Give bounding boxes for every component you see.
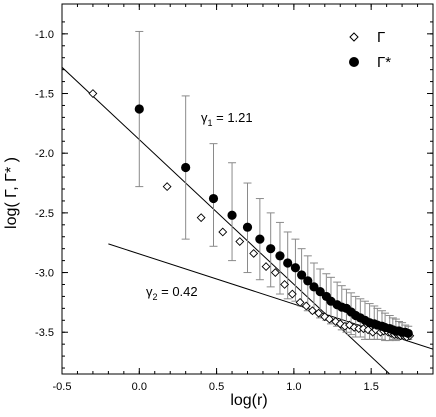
gamma-star-point bbox=[283, 258, 293, 268]
gamma1-value: = 1.21 bbox=[213, 110, 253, 125]
gamma-star-point bbox=[309, 282, 319, 292]
gamma-point bbox=[363, 325, 373, 335]
gamma-star-point bbox=[242, 222, 253, 232]
x-tick-label: 0.0 bbox=[132, 381, 147, 393]
gamma-point bbox=[196, 213, 206, 223]
gamma-point bbox=[287, 289, 297, 299]
gamma-point bbox=[345, 320, 354, 330]
ticks-layer: -0.5 0.0 0.5 1.0 1.5 -3.5 -3.0 -2.5 -2.0 -1.5 -1.0 bbox=[35, 4, 433, 393]
gamma-point bbox=[88, 89, 98, 98]
y-tick-label: -2.5 bbox=[35, 208, 54, 220]
gamma-point bbox=[324, 314, 334, 324]
legend-circle-marker bbox=[349, 57, 359, 67]
y-tick-label: -3.5 bbox=[35, 327, 54, 339]
x-tick-label: 1.0 bbox=[286, 381, 301, 393]
gamma-point bbox=[335, 319, 345, 329]
gamma-point bbox=[218, 227, 228, 237]
gamma-star-point bbox=[227, 210, 237, 220]
gamma-star-point bbox=[290, 263, 301, 273]
gamma-star-point bbox=[255, 234, 265, 244]
gamma-star-point bbox=[303, 276, 313, 286]
gamma-point bbox=[314, 308, 324, 318]
gamma-star-point bbox=[403, 328, 413, 339]
gamma-point bbox=[320, 312, 330, 322]
legend-gamma-star-label: Γ* bbox=[377, 54, 391, 71]
gamma-star-point bbox=[134, 104, 144, 114]
gamma2-annotation: γ2 = 0.42 bbox=[146, 284, 198, 302]
x-tick-label: 1.5 bbox=[364, 381, 379, 393]
gamma-point bbox=[280, 280, 290, 289]
x-tick-label: 0.5 bbox=[209, 381, 224, 393]
y-axis-label: log( Γ, Γ* ) bbox=[3, 157, 20, 229]
y-tick-label: -2.0 bbox=[35, 148, 54, 160]
gamma1-symbol: γ bbox=[201, 110, 208, 125]
gamma2-subscript: 2 bbox=[153, 292, 158, 302]
gamma-point bbox=[295, 297, 305, 307]
gamma-point bbox=[261, 262, 271, 272]
gamma-star-point bbox=[181, 162, 191, 173]
gamma2-value: = 0.42 bbox=[158, 284, 198, 299]
gamma-point bbox=[235, 237, 245, 246]
gamma2-symbol: γ bbox=[146, 284, 153, 299]
gamma-star-point bbox=[297, 270, 307, 280]
gamma-star-point bbox=[266, 244, 276, 254]
gamma-point bbox=[307, 306, 317, 316]
gamma-star-point bbox=[315, 287, 325, 297]
y-tick-label: -1.0 bbox=[35, 29, 54, 41]
gamma-star-series bbox=[134, 104, 413, 339]
gamma-point bbox=[331, 317, 341, 326]
gamma-point bbox=[249, 249, 259, 258]
legend-diamond-marker bbox=[349, 32, 359, 42]
y-tick-label: -3.0 bbox=[35, 268, 54, 280]
gamma-point bbox=[270, 268, 280, 277]
gamma-point bbox=[301, 301, 311, 311]
gamma-star-point bbox=[275, 251, 285, 261]
y-tick-label: -1.5 bbox=[35, 89, 54, 101]
gamma1-subscript: 1 bbox=[208, 118, 213, 128]
legend-gamma-label: Γ bbox=[377, 29, 385, 46]
x-tick-label: -0.5 bbox=[53, 381, 72, 393]
legend: Γ Γ* bbox=[349, 29, 391, 71]
gamma-star-point bbox=[208, 193, 219, 204]
gamma1-annotation: γ1 = 1.21 bbox=[201, 110, 253, 128]
gamma-point bbox=[162, 182, 172, 192]
x-axis-label: log(r) bbox=[230, 392, 267, 409]
